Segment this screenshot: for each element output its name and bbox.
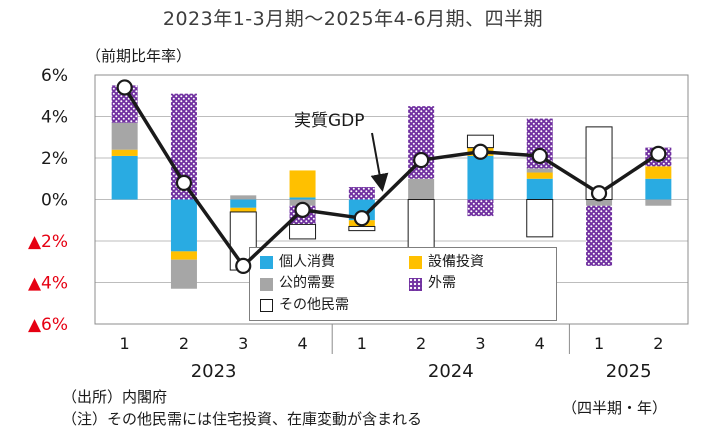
bar-segment-外需 [289,205,316,225]
legend-label: 個人消費 [279,254,335,270]
legend-item-4: 外需 [409,275,548,292]
quarter-label: 2 [179,334,189,353]
bar-segment-設備投資 [467,147,494,156]
bar-segment-公的需要 [408,178,435,200]
quarter-label: 1 [357,334,367,353]
legend-item-3: 公的需要 [260,275,405,292]
plot-border [94,74,689,325]
bar-segment-設備投資 [289,170,316,198]
legend-label: その他民需 [279,296,349,313]
quarter-label: 4 [535,334,545,353]
bar-segment-その他民需 [466,134,494,149]
legend-item-5: その他民需 [260,296,405,313]
bar-segment-個人消費 [289,197,316,200]
bar-segment-設備投資 [230,207,257,212]
legend-label: 公的需要 [279,275,335,292]
year-label: 2024 [428,361,474,382]
bar-segment-設備投資 [526,172,553,179]
y-tick-label: ▲4% [28,274,68,294]
legend: 個人消費 設備投資公的需要 外需その他民需 [249,247,557,322]
legend-label: 設備投資 [428,254,484,270]
bar-segment-公的需要 [230,195,257,200]
chart-title: 2023年1-3月期～2025年4-6月期、四半期 [162,8,544,30]
legend-swatch-solid [260,277,273,291]
bar-segment-外需 [408,106,435,179]
y-tick-label: 4% [41,108,68,128]
bar-segment-外需 [526,118,553,169]
bar-segment-個人消費 [170,199,197,252]
bar-segment-公的需要 [111,122,138,150]
bar-segment-設備投資 [170,251,197,260]
bar-segment-その他民需 [289,223,317,240]
quarter-label: 1 [594,334,604,353]
bar-segment-外需 [111,85,138,123]
bar-segment-公的需要 [526,168,553,173]
source-note: （出所）内閣府 [62,388,168,406]
year-label: 2023 [191,361,237,382]
quarter-label: 3 [475,334,485,353]
y-tick-label: 0% [41,191,68,211]
quarter-label: 1 [120,334,130,353]
y-tick-label: ▲6% [28,315,68,335]
legend-label: 外需 [428,275,456,292]
bar-segment-設備投資 [111,149,138,156]
bar-segment-外需 [348,187,375,200]
definition-note: （注）その他民需には住宅投資、在庫変動が含まれる [62,410,423,428]
legend-swatch-outline [260,298,273,312]
legend-item-1: 個人消費 [260,254,405,270]
bar-segment-外需 [586,205,613,266]
bar-segment-外需 [467,199,494,217]
bar-segment-設備投資 [348,220,375,227]
bar-segment-その他民需 [348,225,376,232]
bar-segment-個人消費 [230,199,257,208]
bar-segment-外需 [645,147,672,167]
y-tick-label: ▲2% [28,232,68,252]
bar-segment-公的需要 [586,199,613,206]
bar-segment-公的需要 [289,199,316,206]
legend-swatch-dots [409,277,422,291]
bar-segment-個人消費 [348,199,375,221]
y-axis-unit-label: （前期比年率） [86,47,192,65]
bar-segment-公的需要 [645,199,672,206]
y-tick-label: 2% [41,149,68,169]
bar-segment-その他民需 [407,199,435,254]
bar-segment-個人消費 [645,178,672,200]
bar-segment-その他民需 [585,126,613,200]
bar-segment-個人消費 [467,155,494,200]
year-label: 2025 [606,361,652,382]
bar-segment-その他民需 [526,199,554,238]
quarter-label: 4 [297,334,307,353]
bar-segment-個人消費 [526,178,553,200]
quarter-label: 2 [416,334,426,353]
bar-segment-設備投資 [645,166,672,179]
bar-segment-個人消費 [111,155,138,200]
legend-swatch-solid [409,256,422,270]
quarter-label: 2 [653,334,663,353]
legend-item-2: 設備投資 [409,254,548,270]
legend-swatch-solid [260,256,273,270]
x-axis-unit-note: （四半期・年） [562,399,668,417]
bar-segment-外需 [170,93,197,200]
y-tick-label: 6% [41,66,68,86]
quarter-label: 3 [238,334,248,353]
bar-segment-公的需要 [170,259,197,289]
